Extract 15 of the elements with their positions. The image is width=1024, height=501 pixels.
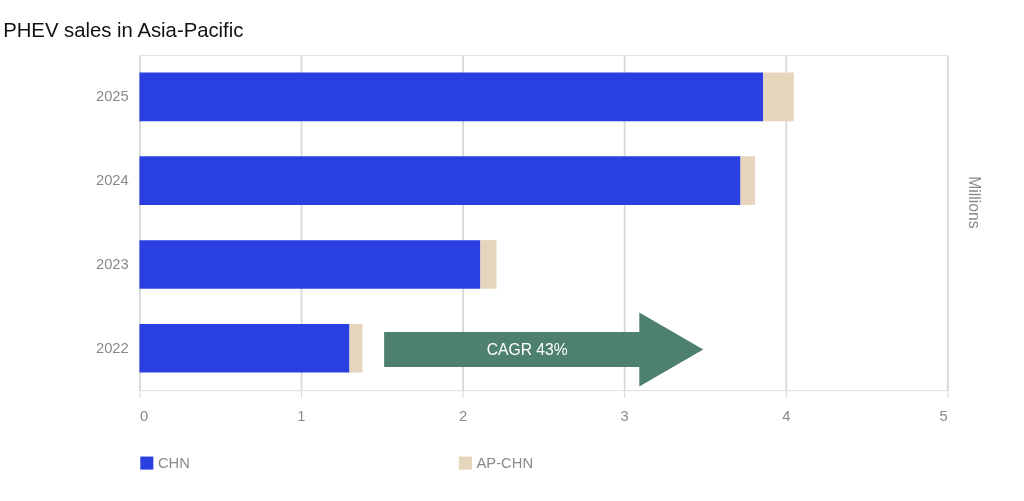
- x-tick-label: 2: [458, 408, 468, 425]
- y2-axis-title: Millions: [965, 176, 983, 229]
- x-tick-label: 4: [782, 408, 791, 425]
- x-tick-label: 1: [297, 408, 306, 425]
- y-tick-label: 2025: [95, 88, 129, 105]
- x-tick-label: 5: [939, 408, 948, 425]
- x-tick-label: 3: [620, 408, 629, 425]
- y-tick-label: 2022: [95, 339, 129, 356]
- chart-title: PHEV sales in Asia-Pacific: [3, 19, 244, 42]
- annotation: CAGR 43%: [486, 341, 568, 359]
- legend-label: CHN: [157, 454, 190, 471]
- y-tick-label: 2023: [95, 256, 129, 273]
- legend-label: AP-CHN: [476, 454, 534, 471]
- y-tick-label: 2024: [95, 172, 129, 189]
- x-tick-label: 0: [139, 408, 149, 425]
